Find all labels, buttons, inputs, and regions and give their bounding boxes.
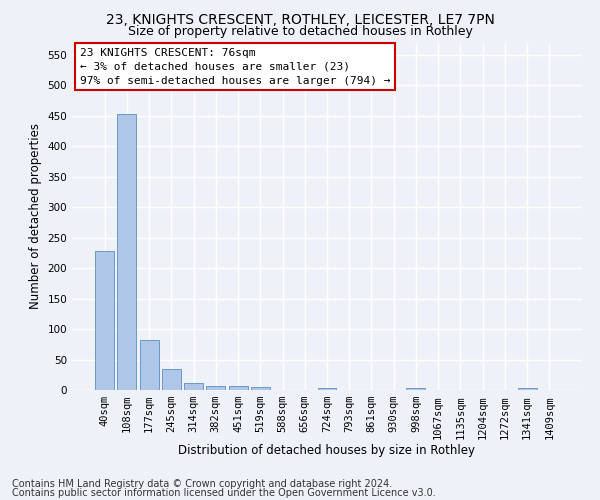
Bar bbox=[162, 368, 181, 390]
Bar bbox=[118, 114, 136, 390]
Y-axis label: Number of detached properties: Number of detached properties bbox=[29, 123, 42, 309]
Text: Contains public sector information licensed under the Open Government Licence v3: Contains public sector information licen… bbox=[12, 488, 436, 498]
X-axis label: Distribution of detached houses by size in Rothley: Distribution of detached houses by size … bbox=[179, 444, 476, 457]
Bar bbox=[229, 386, 248, 390]
Bar bbox=[184, 382, 203, 390]
Text: 23 KNIGHTS CRESCENT: 76sqm
← 3% of detached houses are smaller (23)
97% of semi-: 23 KNIGHTS CRESCENT: 76sqm ← 3% of detac… bbox=[80, 48, 390, 86]
Text: 23, KNIGHTS CRESCENT, ROTHLEY, LEICESTER, LE7 7PN: 23, KNIGHTS CRESCENT, ROTHLEY, LEICESTER… bbox=[106, 12, 494, 26]
Bar bbox=[406, 388, 425, 390]
Bar bbox=[251, 387, 270, 390]
Text: Size of property relative to detached houses in Rothley: Size of property relative to detached ho… bbox=[128, 25, 472, 38]
Bar bbox=[140, 340, 158, 390]
Bar bbox=[518, 388, 536, 390]
Text: Contains HM Land Registry data © Crown copyright and database right 2024.: Contains HM Land Registry data © Crown c… bbox=[12, 479, 392, 489]
Bar bbox=[95, 251, 114, 390]
Bar bbox=[317, 388, 337, 390]
Bar bbox=[206, 386, 225, 390]
